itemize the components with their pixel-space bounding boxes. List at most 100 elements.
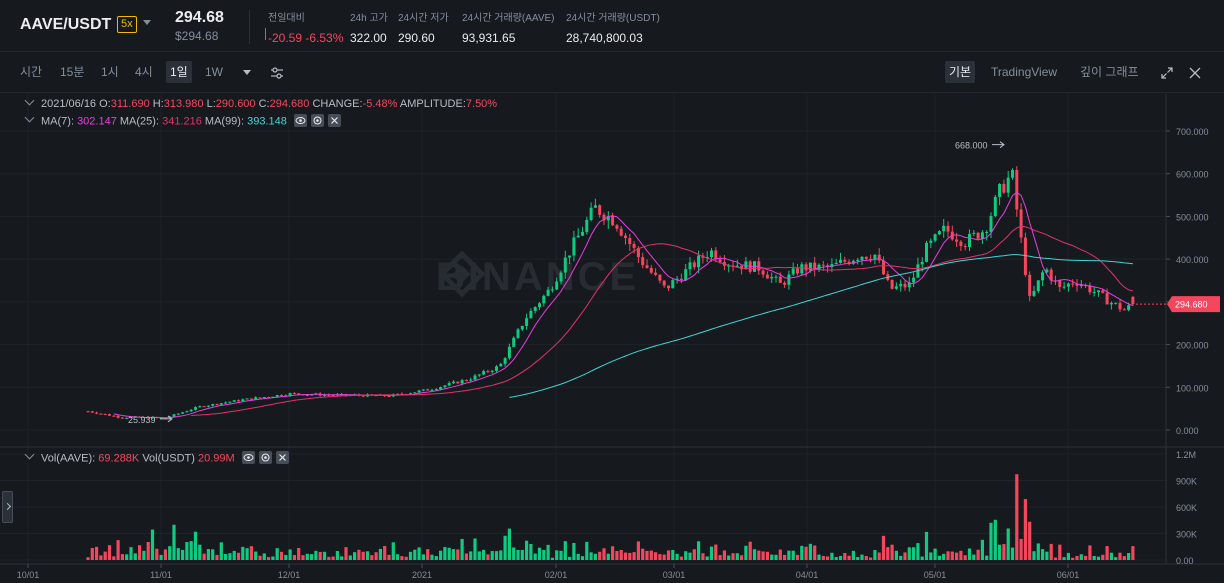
interval-1h[interactable]: 1시 bbox=[101, 65, 119, 79]
close-icon[interactable] bbox=[1189, 67, 1201, 79]
vol-settings-icon[interactable] bbox=[258, 451, 272, 464]
view-basic[interactable]: 기본 bbox=[945, 61, 976, 83]
volume-bar bbox=[679, 556, 683, 560]
candle-body bbox=[615, 225, 619, 229]
volume-bar bbox=[1062, 557, 1066, 560]
candle-body bbox=[727, 265, 731, 267]
volume-legend-collapse-icon[interactable] bbox=[24, 449, 35, 460]
volume-bar bbox=[985, 555, 989, 560]
volume-bar bbox=[662, 554, 666, 560]
volume-bar bbox=[778, 549, 782, 560]
volume-bar bbox=[770, 554, 774, 560]
candle-body bbox=[254, 397, 258, 400]
volume-bar bbox=[903, 552, 907, 560]
volume-bar bbox=[615, 550, 619, 560]
interval-time[interactable]: 시간 bbox=[20, 65, 43, 79]
legend-collapse-icon[interactable] bbox=[24, 95, 35, 106]
volume-bar bbox=[611, 546, 615, 560]
candle-body bbox=[417, 390, 421, 393]
ma25-line bbox=[191, 225, 1134, 416]
volume-bar bbox=[658, 554, 662, 560]
indicator-settings-icon[interactable] bbox=[269, 66, 285, 80]
volume-bar bbox=[748, 541, 752, 560]
interval-15m[interactable]: 15분 bbox=[60, 65, 85, 79]
more-intervals-icon[interactable] bbox=[243, 70, 251, 75]
symbol-name[interactable]: AAVE/USDT bbox=[20, 16, 112, 33]
date-axis-label: 05/01 bbox=[924, 570, 947, 580]
candle-body bbox=[671, 280, 675, 289]
ma-settings-icon[interactable] bbox=[310, 114, 324, 127]
candle-body bbox=[533, 307, 537, 311]
volume-bar bbox=[860, 554, 864, 560]
volume-bar bbox=[1127, 553, 1131, 560]
volume-bar bbox=[752, 549, 757, 560]
candle-body bbox=[1066, 283, 1070, 287]
candle-body bbox=[1011, 170, 1014, 178]
volume-bar bbox=[335, 551, 339, 560]
vol-close-icon[interactable] bbox=[275, 451, 289, 464]
max-arrow-icon bbox=[992, 141, 1005, 149]
candle-body bbox=[443, 385, 447, 388]
side-panel-toggle[interactable] bbox=[2, 491, 13, 523]
candle-body bbox=[800, 264, 804, 274]
price-axis-label: 0.000 bbox=[1176, 426, 1199, 436]
candle-body bbox=[1131, 296, 1135, 305]
candle-body bbox=[619, 228, 623, 236]
volume-bar bbox=[1105, 546, 1109, 560]
volume-bar bbox=[761, 551, 765, 560]
ma-close-icon[interactable] bbox=[327, 114, 341, 127]
candle-body bbox=[430, 389, 434, 391]
candle-body bbox=[1071, 283, 1075, 285]
symbol-dropdown-icon[interactable] bbox=[143, 20, 151, 25]
candle-body bbox=[757, 261, 761, 271]
volume-bar bbox=[331, 556, 335, 560]
fullscreen-icon[interactable] bbox=[1160, 66, 1174, 80]
volume-bar bbox=[546, 544, 550, 560]
ma99-label: MA(99): bbox=[204, 115, 245, 128]
candle-body bbox=[464, 380, 468, 382]
candle-body bbox=[847, 261, 851, 264]
date-axis-label: 10/01 bbox=[17, 570, 40, 580]
legend-open-label: O: bbox=[99, 98, 111, 110]
candle-body bbox=[925, 242, 928, 262]
volume-bar bbox=[503, 535, 507, 560]
max-price-label: 668.000 bbox=[955, 141, 988, 151]
candlestick-chart[interactable]: BINANCE 700.000600.000500.000400.000300.… bbox=[0, 94, 1224, 583]
stat-high: 24h 고가 322.00 bbox=[350, 9, 388, 45]
volume-bar bbox=[396, 554, 400, 560]
ma-eye-icon[interactable] bbox=[293, 114, 307, 127]
volume-bar bbox=[1002, 544, 1006, 560]
volume-bar bbox=[774, 554, 778, 560]
volume-bar bbox=[920, 556, 924, 560]
candle-body bbox=[469, 379, 473, 381]
vol-eye-icon[interactable] bbox=[241, 451, 255, 464]
volume-bar bbox=[800, 545, 804, 560]
candle-body bbox=[628, 238, 632, 244]
ma-legend-collapse-icon[interactable] bbox=[24, 112, 35, 123]
leverage-badge[interactable]: 5x bbox=[117, 16, 137, 33]
candle-body bbox=[714, 250, 718, 260]
volume-bar bbox=[950, 551, 954, 560]
interval-1w[interactable]: 1W bbox=[205, 65, 223, 79]
candle-body bbox=[202, 406, 206, 408]
candle-body bbox=[456, 381, 460, 384]
volume-bar bbox=[890, 544, 894, 560]
view-tradingview[interactable]: TradingView bbox=[991, 65, 1058, 79]
candle-body bbox=[1097, 290, 1100, 293]
volume-bar bbox=[249, 546, 253, 560]
volume-bar bbox=[426, 549, 430, 560]
last-price-usd: $294.68 bbox=[175, 29, 219, 43]
view-depth[interactable]: 깊이 그래프 bbox=[1080, 65, 1139, 79]
interval-1d[interactable]: 1일 bbox=[166, 61, 192, 83]
interval-4h[interactable]: 4시 bbox=[135, 65, 153, 79]
candle-body bbox=[1006, 177, 1010, 193]
candle-body bbox=[679, 278, 683, 281]
candle-body bbox=[490, 370, 494, 372]
volume-bar bbox=[654, 552, 658, 560]
chart-area[interactable]: BINANCE 700.000600.000500.000400.000300.… bbox=[0, 94, 1224, 583]
candle-body bbox=[976, 232, 980, 239]
volume-bar bbox=[1049, 543, 1053, 560]
volume-bar bbox=[533, 553, 537, 560]
date-axis-label: 2021 bbox=[412, 570, 432, 580]
candle-body bbox=[245, 398, 249, 400]
